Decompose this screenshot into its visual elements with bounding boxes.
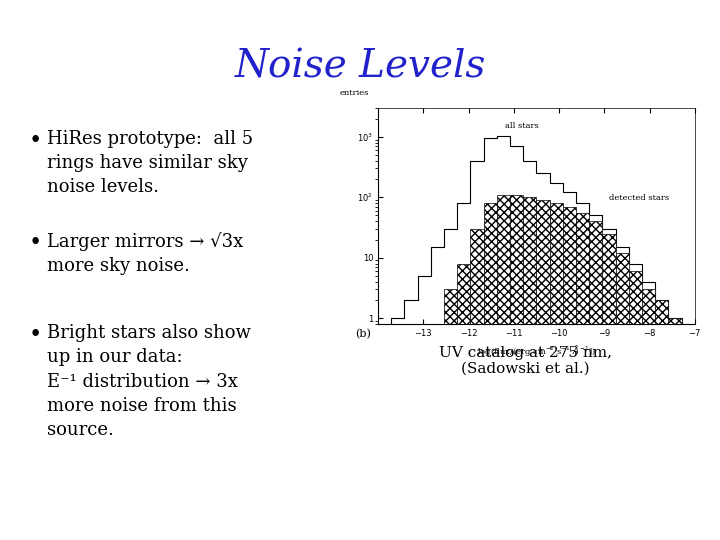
Bar: [603, 234, 616, 540]
Bar: [457, 264, 470, 540]
Bar: [655, 300, 668, 540]
Bar: [549, 203, 563, 540]
Bar: [444, 289, 457, 540]
Text: •: •: [29, 232, 42, 254]
Bar: [484, 203, 497, 540]
Bar: [470, 229, 484, 540]
Bar: [616, 253, 629, 540]
Bar: [576, 213, 589, 540]
Text: •: •: [29, 324, 42, 346]
Text: HiRes prototype:  all 5
rings have similar sky
noise levels.: HiRes prototype: all 5 rings have simila…: [47, 130, 253, 196]
Text: detected stars: detected stars: [609, 194, 669, 202]
X-axis label: log(flux/(erg cm$^{-2}$ s$^{-1}$ $\AA^{-1}$]): log(flux/(erg cm$^{-2}$ s$^{-1}$ $\AA^{-…: [477, 343, 596, 359]
Text: (b): (b): [355, 329, 371, 340]
Text: Bright stars also show
up in our data:
E⁻¹ distribution → 3x
more noise from thi: Bright stars also show up in our data: E…: [47, 324, 251, 439]
Bar: [629, 271, 642, 540]
Bar: [563, 207, 576, 540]
Text: all stars: all stars: [505, 122, 539, 130]
Bar: [668, 318, 682, 540]
Bar: [497, 195, 510, 540]
Bar: [523, 197, 536, 540]
Bar: [589, 221, 603, 540]
Text: UV catalog at 275 nm,
(Sadowski et al.): UV catalog at 275 nm, (Sadowski et al.): [439, 346, 612, 376]
Bar: [510, 195, 523, 540]
Bar: [536, 200, 549, 540]
Text: entries: entries: [340, 89, 369, 97]
Text: Noise Levels: Noise Levels: [234, 49, 486, 86]
Text: Larger mirrors → √3x
more sky noise.: Larger mirrors → √3x more sky noise.: [47, 232, 243, 275]
Text: •: •: [29, 130, 42, 152]
Bar: [642, 289, 655, 540]
